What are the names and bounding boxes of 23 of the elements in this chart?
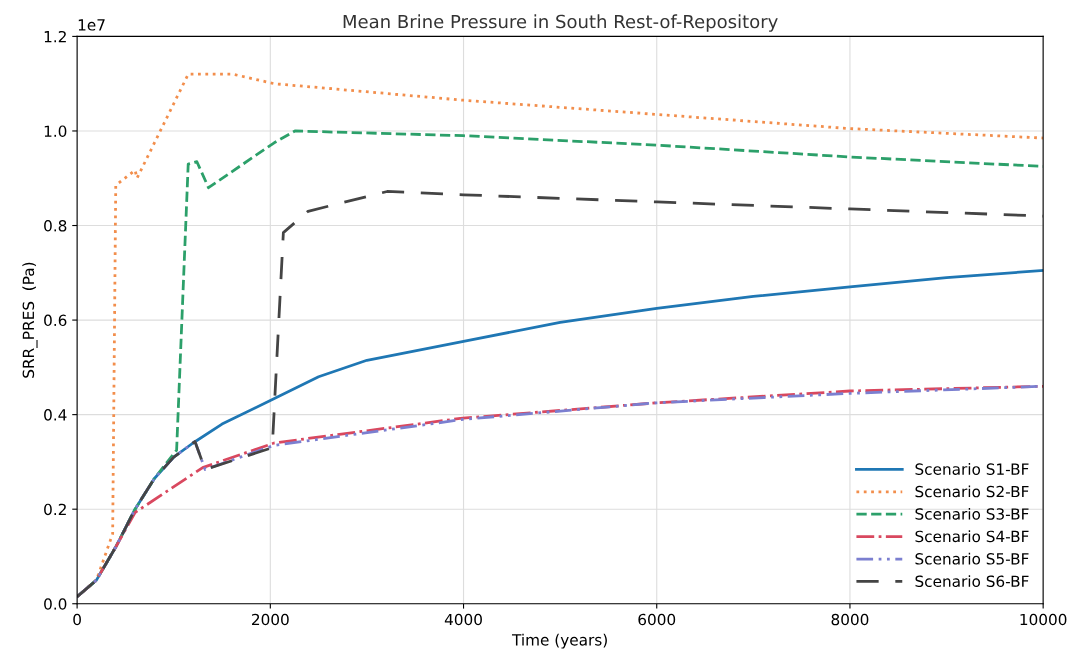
legend-label: Scenario S3-BF xyxy=(915,507,1029,520)
x-axis-title: Time (years) xyxy=(511,633,607,649)
y-tick-label: 0.0 xyxy=(44,598,67,610)
legend-label: Scenario S2-BF xyxy=(915,485,1029,498)
x-tick-label: 8000 xyxy=(831,613,869,626)
legend-label: Scenario S6-BF xyxy=(915,575,1029,588)
legend-label: Scenario S5-BF xyxy=(915,552,1029,565)
y-axis-title: SRR_PRES (Pa) xyxy=(22,262,38,378)
legend-label: Scenario S4-BF xyxy=(915,530,1029,543)
chart-title: Mean Brine Pressure in South Rest-of-Repository xyxy=(343,14,778,32)
y-tick-label: 1.2 xyxy=(44,30,66,43)
y-tick-label: 0.8 xyxy=(44,219,67,232)
legend-label: Scenario S1-BF xyxy=(915,463,1029,475)
y-tick-label: 1.0 xyxy=(44,125,67,137)
y-tick-label: 0.4 xyxy=(44,409,67,421)
x-tick-label: 2000 xyxy=(252,613,289,626)
x-tick-label: 4000 xyxy=(444,613,482,626)
x-tick-label: 0 xyxy=(73,613,81,626)
x-tick-label: 10000 xyxy=(1020,613,1067,626)
text: 1e7 xyxy=(78,19,105,31)
x-tick-label: 6000 xyxy=(638,613,676,626)
y-tick-label: 0.6 xyxy=(44,314,67,327)
y-tick-label: 0.2 xyxy=(44,503,66,516)
